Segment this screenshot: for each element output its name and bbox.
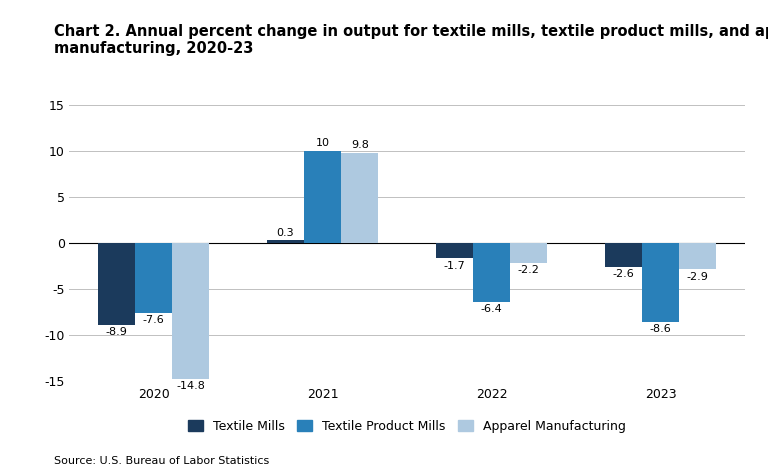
Text: -8.6: -8.6 [650,324,671,334]
Legend: Textile Mills, Textile Product Mills, Apparel Manufacturing: Textile Mills, Textile Product Mills, Ap… [183,415,631,437]
Bar [266,240,304,243]
Bar [510,243,548,263]
Text: 9.8: 9.8 [351,140,369,150]
Bar [98,243,135,325]
Text: 0.3: 0.3 [276,228,294,238]
Bar [473,243,510,302]
Text: -14.8: -14.8 [177,381,205,391]
Bar [435,243,473,258]
Text: 10: 10 [316,139,329,149]
Text: -2.6: -2.6 [612,269,634,279]
Text: -7.6: -7.6 [143,315,164,325]
Bar [604,243,642,267]
Bar [642,243,679,322]
Text: -2.2: -2.2 [518,265,540,275]
Text: -8.9: -8.9 [105,327,127,337]
Bar [135,243,172,313]
Text: -6.4: -6.4 [481,304,502,314]
Bar [172,243,210,379]
Bar [341,153,379,243]
Text: Chart 2. Annual percent change in output for textile mills, textile product mill: Chart 2. Annual percent change in output… [54,24,768,56]
Text: -1.7: -1.7 [443,261,465,271]
Bar [304,151,341,243]
Text: Source: U.S. Bureau of Labor Statistics: Source: U.S. Bureau of Labor Statistics [54,456,269,466]
Text: -2.9: -2.9 [687,272,709,282]
Bar [679,243,717,269]
